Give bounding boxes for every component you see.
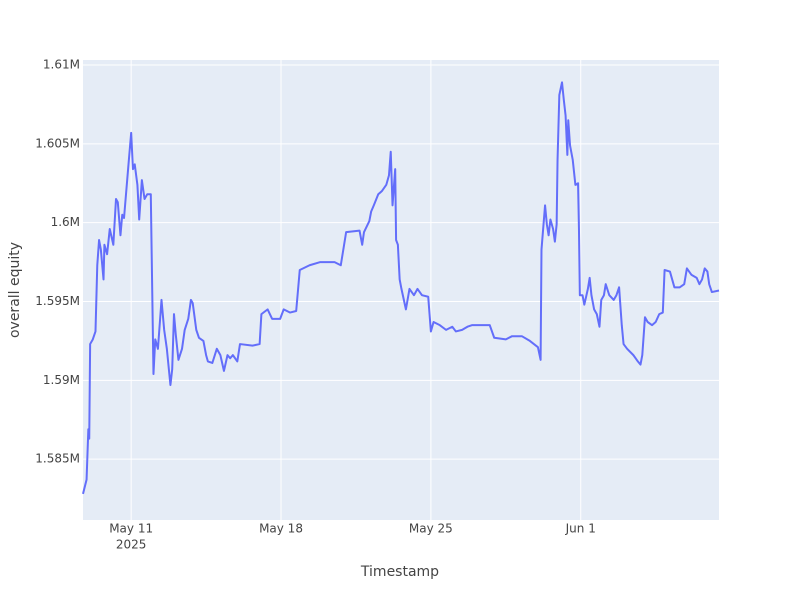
y-tick-label: 1.595M [35, 294, 80, 308]
marks [82, 81, 720, 495]
x-tick-label: May 25 [409, 522, 453, 536]
y-tick-label: 1.6M [51, 215, 80, 229]
x-tick-label: May 18 [259, 522, 303, 536]
y-tick-label: 1.585M [35, 452, 80, 466]
y-tick-label: 1.61M [43, 58, 80, 72]
y-tick-label: 1.59M [43, 373, 80, 387]
x-axis-title: Timestamp [360, 564, 439, 580]
x-tick-label: Jun 1 [565, 522, 596, 536]
x-tick-label: May 11 [109, 522, 153, 536]
labels: 1.585M 1.59M 1.595M 1.6M 1.605M 1.61M May 11 20… [35, 58, 596, 552]
equity-line [82, 81, 720, 495]
y-tick-label: 1.605M [35, 136, 80, 150]
x-tick-sublabel: 2025 [116, 538, 147, 552]
y-axis-title: overall equity [7, 242, 23, 338]
